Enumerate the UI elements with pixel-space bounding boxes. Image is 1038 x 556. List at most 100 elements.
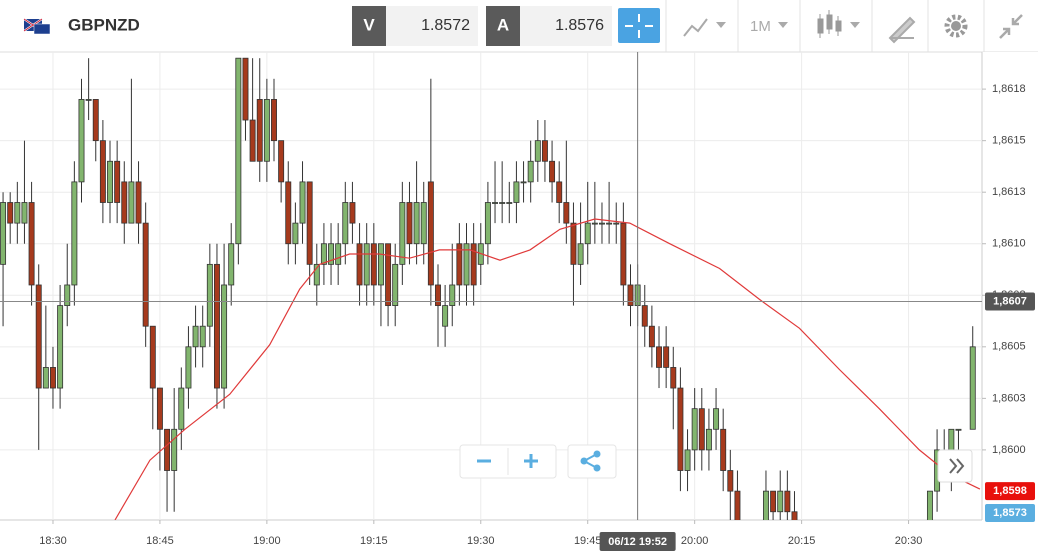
candle-body	[192, 325, 199, 348]
candle-body	[670, 367, 677, 389]
candle-body	[449, 284, 456, 306]
share-button[interactable]	[567, 444, 617, 479]
sell-label[interactable]: V	[363, 15, 375, 34]
settings-icon[interactable]	[944, 14, 968, 38]
candle-body	[520, 181, 527, 184]
zoom-in[interactable]	[524, 454, 538, 468]
x-tick-label: 20:15	[788, 535, 816, 547]
x-tick-label: 18:30	[39, 535, 67, 547]
grid: 1,86181,86151,86131,86101,86081,86051,86…	[0, 52, 1026, 547]
candle-body	[342, 202, 349, 245]
candle-body	[948, 428, 955, 451]
candle-body	[506, 202, 513, 204]
candle-body	[328, 243, 335, 265]
candle-body	[135, 181, 142, 224]
candle-body	[149, 325, 156, 389]
overlay: 06/12 19:52 1,8607 1,8598 1,8573	[0, 52, 1035, 551]
candle-body	[92, 99, 99, 142]
candle-body	[420, 202, 427, 245]
scroll-right-icon[interactable]	[949, 458, 965, 474]
chart-type-icon[interactable]	[683, 18, 708, 37]
timeframe[interactable]: 1M	[750, 18, 771, 35]
candle-body	[777, 490, 784, 513]
candle-body	[85, 99, 92, 101]
candle-body	[228, 243, 235, 286]
candle-body	[549, 160, 556, 183]
y-tick-label: 1,8605	[992, 341, 1026, 353]
buy-label[interactable]: A	[497, 15, 509, 34]
candle-body	[613, 222, 620, 225]
candle-body	[285, 181, 292, 245]
candle-body	[541, 140, 548, 162]
sell-button[interactable]	[352, 6, 386, 46]
x-tick-label: 19:15	[360, 535, 388, 547]
candle-body	[627, 284, 634, 306]
moving-average	[114, 218, 981, 520]
settings-icon-center[interactable]	[951, 21, 961, 31]
candle-body	[492, 202, 498, 204]
candle-body	[164, 428, 171, 471]
candle-body	[784, 490, 791, 513]
candle-body	[28, 202, 35, 286]
candle-body	[698, 408, 705, 451]
candle-body	[121, 181, 128, 224]
candle-body	[484, 202, 491, 245]
candle-body	[584, 222, 591, 245]
candle-body	[42, 367, 49, 389]
y-tick-label: 1,8610	[992, 238, 1026, 250]
candle-body	[50, 367, 56, 389]
buy-price-box[interactable]	[520, 6, 612, 46]
candle-body	[206, 263, 213, 327]
candle-icon[interactable]	[817, 10, 842, 38]
buy-price[interactable]: 1.8576	[555, 17, 604, 34]
candle-body	[78, 99, 85, 183]
candle-body	[35, 284, 42, 389]
candle-body	[926, 490, 933, 520]
y-tick-label: 1,8600	[992, 444, 1026, 456]
candle-body	[128, 181, 135, 224]
price-marker-label: 1,8607	[993, 295, 1027, 307]
crosshair-button[interactable]	[618, 8, 660, 43]
buy-button[interactable]	[486, 6, 520, 46]
collapse-icon[interactable]	[999, 14, 1023, 39]
flag	[23, 18, 51, 35]
share-icon[interactable]	[580, 450, 601, 472]
candle-body	[363, 243, 370, 286]
candle-body	[21, 202, 28, 224]
candle-body	[663, 346, 670, 368]
candle-body	[178, 387, 185, 430]
candle-body	[641, 305, 648, 327]
sell-price[interactable]: 1.8572	[421, 17, 470, 34]
candle-body	[114, 160, 121, 203]
candle-body	[427, 181, 434, 286]
candle-body	[142, 222, 149, 327]
candle-body	[356, 243, 363, 286]
candle-body	[791, 511, 798, 520]
candle-body	[71, 181, 78, 286]
candle-body	[263, 99, 270, 162]
candle-body	[385, 243, 392, 306]
candle-body	[156, 387, 163, 430]
draw-icon[interactable]	[888, 16, 916, 44]
candle-body	[648, 325, 655, 348]
y-tick-label: 1,8613	[992, 186, 1026, 198]
candle-body	[513, 181, 520, 203]
bid-marker-box	[985, 504, 1035, 522]
candle-body	[620, 222, 627, 286]
dropdown-arrow[interactable]	[850, 22, 860, 28]
bid-marker-label: 1,8573	[993, 507, 1027, 519]
candle-body	[770, 490, 777, 513]
candle-body	[335, 243, 342, 265]
candle-body	[606, 222, 613, 225]
candle-body	[278, 140, 285, 183]
candle-body	[435, 284, 441, 306]
candle-body	[242, 57, 249, 121]
candle-body	[57, 305, 64, 389]
x-tick-label: 20:30	[895, 535, 923, 547]
sell-price-box[interactable]	[386, 6, 478, 46]
dropdown-arrow[interactable]	[716, 22, 726, 28]
dropdown-arrow[interactable]	[778, 22, 788, 28]
candle-body	[713, 408, 720, 430]
candle-body	[599, 222, 605, 225]
candle-body	[684, 449, 691, 471]
